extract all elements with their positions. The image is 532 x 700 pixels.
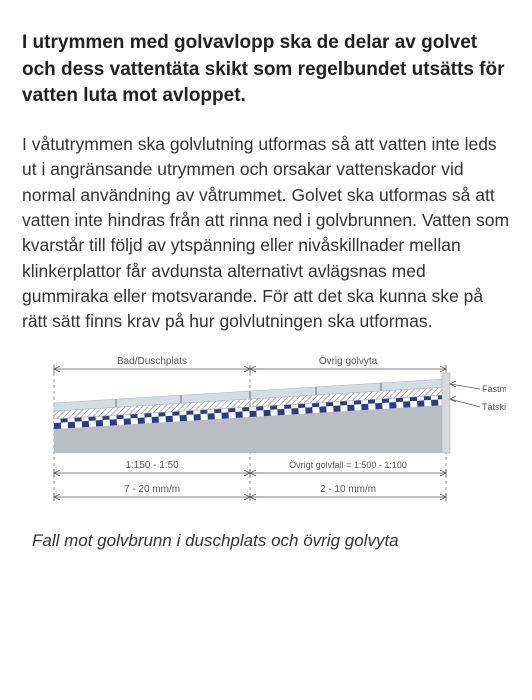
cross-section [54, 373, 450, 453]
floor-slope-diagram: Bad/Duschplats Övrig golvyta [22, 353, 510, 523]
label-ratio-left: 1:150 - 1:50 [125, 460, 179, 471]
body-text: I våtutrymmen ska golvlutning utformas s… [22, 132, 510, 335]
heading-text: I utrymmen med golvavlopp ska de delar a… [22, 30, 510, 110]
label-ovrig: Övrig golvyta [319, 355, 378, 367]
label-tatskikt: Tätskikt [482, 402, 506, 412]
label-ratio-right: Övrigt golvfall = 1:500 - 1:100 [289, 460, 407, 470]
label-bad-dusch: Bad/Duschplats [117, 356, 187, 367]
label-mm-right: 2 - 10 mm/m [320, 484, 376, 495]
label-fastmassa: Fästmassa [482, 384, 506, 394]
diagram-caption: Fall mot golvbrunn i duschplats och övri… [32, 531, 510, 551]
label-mm-left: 7 - 20 mm/m [124, 484, 180, 495]
